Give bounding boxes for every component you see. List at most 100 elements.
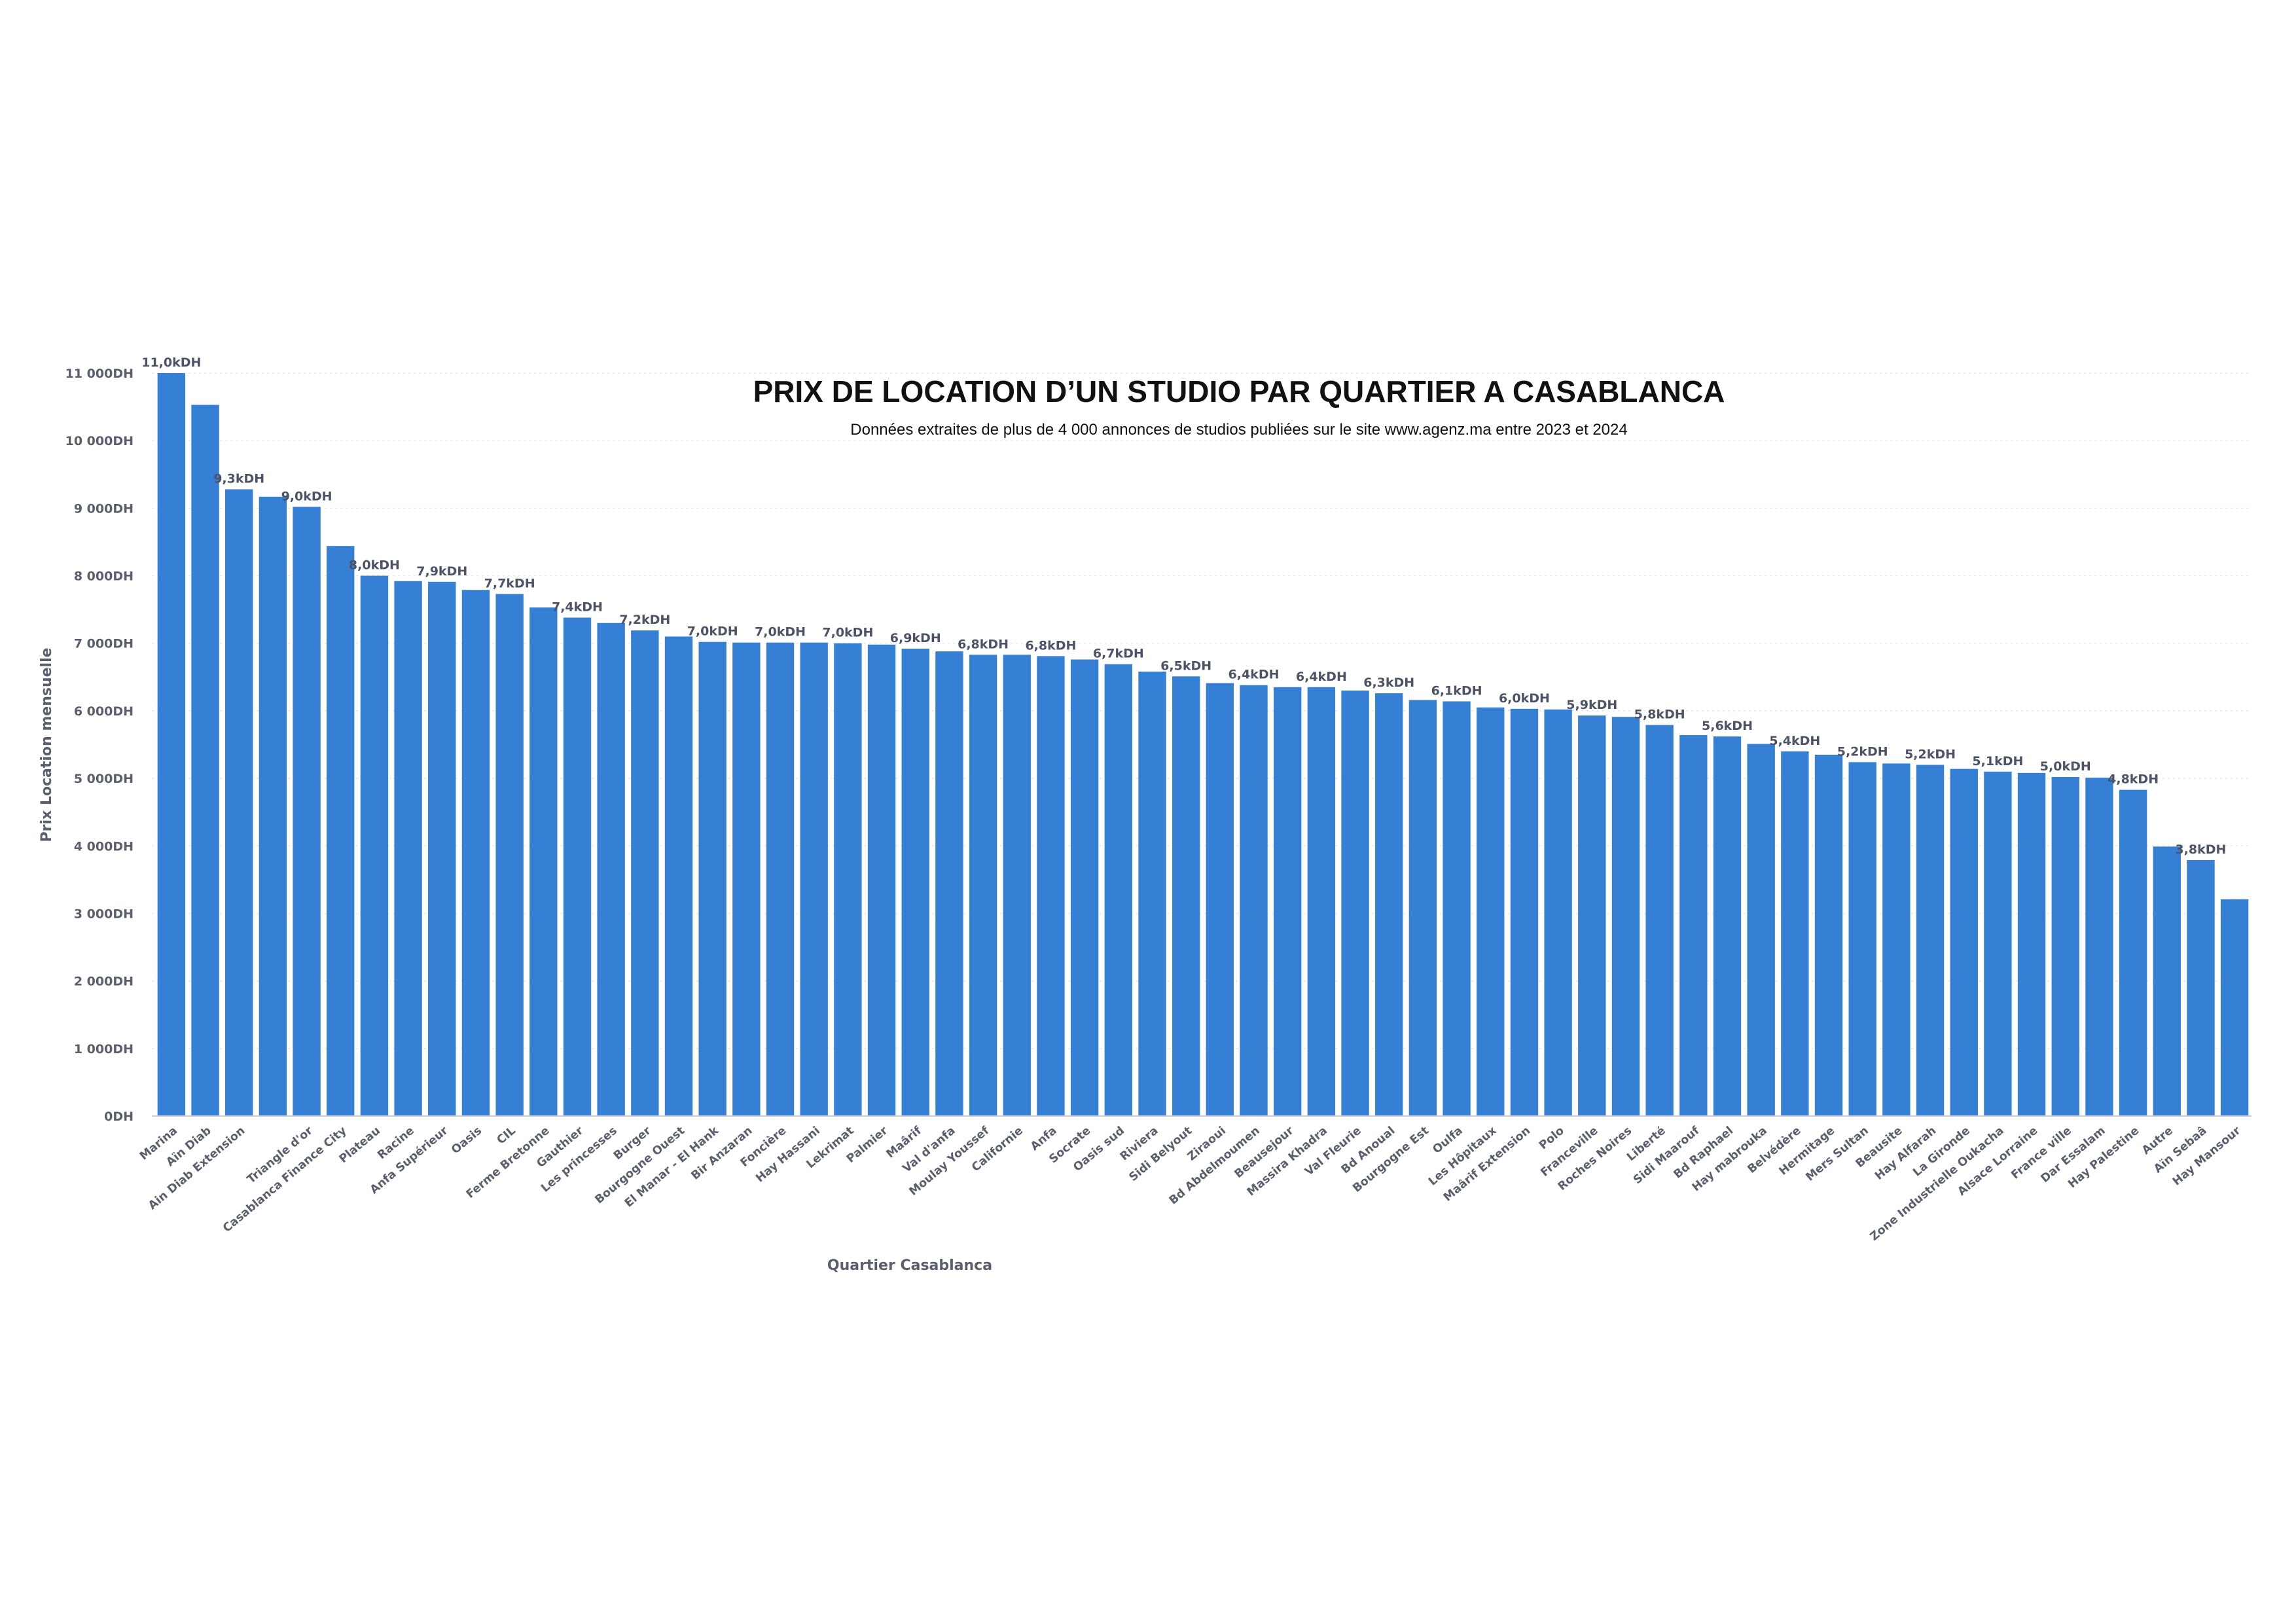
y-tick-label: 10 000DH xyxy=(65,434,134,448)
bar xyxy=(800,642,828,1116)
bar xyxy=(1138,672,1166,1116)
data-label: 6,0kDH xyxy=(1499,691,1550,706)
x-tick-label: Polo xyxy=(1537,1125,1567,1153)
bar xyxy=(664,636,693,1116)
bar xyxy=(563,617,592,1116)
bar xyxy=(834,643,862,1116)
bar xyxy=(1578,715,1606,1116)
bar xyxy=(1950,768,1978,1116)
bar xyxy=(597,623,625,1116)
bar xyxy=(2187,859,2215,1116)
data-label: 5,0kDH xyxy=(2040,759,2091,774)
bar xyxy=(1916,765,1945,1116)
bar xyxy=(732,642,761,1116)
bar xyxy=(2051,777,2079,1116)
bar xyxy=(1375,693,1403,1116)
bar xyxy=(1206,683,1234,1116)
bar xyxy=(1814,754,1843,1116)
bar xyxy=(1341,690,1369,1116)
y-tick-label: 2 000DH xyxy=(74,975,134,989)
bar xyxy=(2220,899,2249,1116)
bar xyxy=(1240,685,1268,1116)
data-label: 5,1kDH xyxy=(1972,754,2023,768)
data-label: 6,4kDH xyxy=(1296,670,1347,684)
bar xyxy=(1443,701,1471,1116)
bar xyxy=(1510,708,1539,1116)
data-label: 6,7kDH xyxy=(1093,647,1144,661)
bar xyxy=(1984,771,2012,1116)
y-tick-label: 5 000DH xyxy=(74,772,134,786)
bar xyxy=(1172,676,1200,1116)
data-label: 8,0kDH xyxy=(349,558,400,573)
data-label: 7,0kDH xyxy=(755,625,806,640)
bar xyxy=(1307,687,1336,1116)
bar xyxy=(259,496,287,1116)
bar xyxy=(1544,709,1572,1116)
bar xyxy=(191,405,219,1116)
bar xyxy=(1037,656,1065,1116)
bar xyxy=(1645,725,1674,1116)
bar xyxy=(935,651,963,1116)
bar xyxy=(2119,789,2147,1116)
y-tick-label: 1 000DH xyxy=(74,1042,134,1056)
x-axis-label: Quartier Casablanca xyxy=(827,1257,992,1274)
data-label: 6,8kDH xyxy=(958,637,1009,651)
bar xyxy=(1848,762,1876,1116)
bar xyxy=(969,655,997,1116)
data-label: 5,2kDH xyxy=(1837,744,1888,759)
bar xyxy=(1104,664,1132,1116)
chart-title: PRIX DE LOCATION D’UN STUDIO PAR QUARTIE… xyxy=(753,374,1725,408)
x-tick-label: Oasis xyxy=(449,1125,484,1157)
data-label: 5,4kDH xyxy=(1769,734,1820,748)
bar xyxy=(461,590,490,1116)
bar xyxy=(1003,655,1031,1116)
data-label: 7,9kDH xyxy=(416,564,467,579)
bar xyxy=(867,644,896,1116)
data-label: 5,6kDH xyxy=(1702,719,1753,733)
y-tick-label: 0DH xyxy=(104,1110,134,1124)
y-tick-label: 4 000DH xyxy=(74,839,134,854)
y-tick-label: 11 000DH xyxy=(65,367,134,381)
data-label: 7,0kDH xyxy=(687,624,738,639)
data-label: 11,0kDH xyxy=(141,355,201,370)
data-label: 9,3kDH xyxy=(213,471,264,486)
bar xyxy=(529,607,558,1116)
data-label: 6,3kDH xyxy=(1363,676,1414,690)
bar xyxy=(631,630,659,1116)
bar xyxy=(293,507,321,1116)
bar xyxy=(157,373,186,1116)
bar xyxy=(1679,735,1708,1116)
data-label: 7,4kDH xyxy=(552,600,603,615)
bar xyxy=(766,642,795,1116)
bar xyxy=(1713,736,1742,1116)
data-label: 6,8kDH xyxy=(1025,638,1076,653)
bar xyxy=(394,581,422,1116)
bar xyxy=(495,594,524,1116)
y-tick-label: 7 000DH xyxy=(74,637,134,651)
bar xyxy=(1070,659,1099,1116)
data-label: 5,2kDH xyxy=(1905,747,1956,761)
chart-subtitle: Données extraites de plus de 4 000 annon… xyxy=(850,421,1627,439)
bar xyxy=(901,648,929,1116)
bar xyxy=(1274,687,1302,1116)
bar xyxy=(1781,751,1809,1116)
y-axis-label: Prix Location mensuelle xyxy=(39,647,55,842)
data-labels: 11,0kDH 9,3kDH 9,0kDH 8,0kDH 7,9kDH 7,7kDH 7,4… xyxy=(141,355,2226,857)
data-label: 3,8kDH xyxy=(2175,842,2226,857)
bar xyxy=(1477,707,1505,1116)
x-tick-label: CIL xyxy=(495,1125,518,1147)
bar xyxy=(428,581,456,1116)
y-tick-label: 3 000DH xyxy=(74,907,134,921)
bar xyxy=(1408,700,1437,1116)
data-label: 9,0kDH xyxy=(281,489,332,503)
y-tick-label: 9 000DH xyxy=(74,501,134,516)
y-tick-label: 6 000DH xyxy=(74,704,134,719)
data-label: 5,9kDH xyxy=(1566,698,1617,712)
y-tick-label: 8 000DH xyxy=(74,569,134,584)
data-label: 6,9kDH xyxy=(890,631,941,645)
bar xyxy=(225,489,253,1116)
bar xyxy=(360,575,389,1116)
bar xyxy=(2153,846,2181,1116)
